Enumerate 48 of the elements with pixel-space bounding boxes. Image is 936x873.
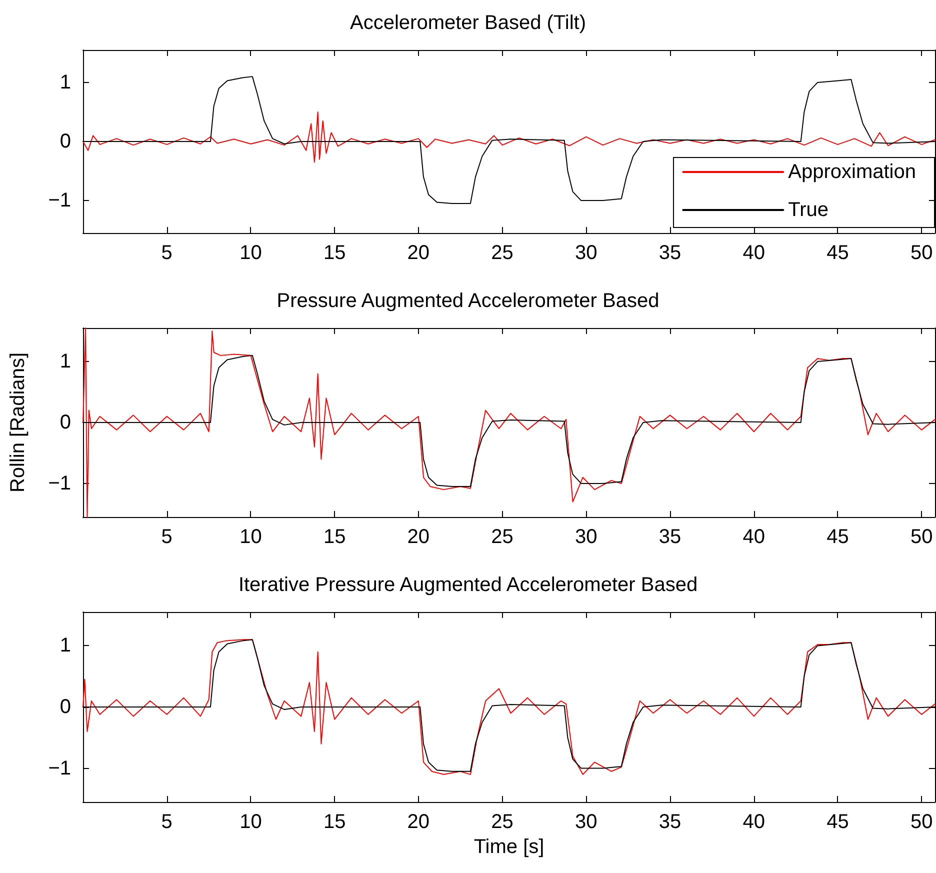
x-tick-label: 45	[826, 242, 849, 264]
x-tick-label: 5	[161, 526, 172, 548]
x-tick-label: 45	[826, 811, 849, 833]
y-tick-label: 0	[60, 130, 71, 152]
x-tick-label: 15	[323, 811, 346, 833]
x-tick-label: 50	[910, 811, 933, 833]
x-tick-label: 40	[742, 526, 765, 548]
legend-label: True	[788, 199, 829, 221]
x-tick-label: 35	[658, 526, 682, 548]
x-tick-label: 30	[575, 811, 598, 833]
y-axis-title: Rollin [Radians]	[7, 352, 29, 493]
x-tick-label: 5	[161, 811, 172, 833]
chart-title: Pressure Augmented Accelerometer Based	[276, 290, 660, 312]
y-tick-label: 1	[60, 71, 71, 94]
y-tick-label: 1	[60, 350, 71, 373]
x-tick-label: 20	[407, 242, 430, 264]
x-tick-label: 45	[826, 526, 849, 548]
x-tick-label: 35	[658, 811, 682, 833]
line-series	[82, 111, 936, 163]
x-tick-label: 10	[240, 811, 262, 833]
x-tick-label: 35	[658, 242, 682, 264]
x-tick-label: 50	[910, 526, 933, 548]
chart-title: Iterative Pressure Augmented Accelerometer Based	[238, 574, 698, 596]
x-tick-label: 5	[161, 242, 172, 264]
x-tick-label: 30	[575, 242, 598, 264]
line-series	[82, 328, 936, 518]
x-tick-label: 20	[407, 811, 430, 833]
x-tick-label: 40	[742, 811, 765, 833]
x-tick-label: 25	[491, 526, 514, 548]
x-tick-label: 40	[742, 242, 765, 264]
x-tick-label: 10	[240, 242, 262, 264]
x-axis-title: Time [s]	[474, 836, 544, 858]
y-tick-label: −1	[48, 190, 71, 212]
x-tick-label: 25	[491, 242, 514, 264]
y-tick-label: 0	[60, 412, 71, 434]
x-tick-label: 20	[407, 526, 430, 548]
x-tick-label: 15	[323, 242, 346, 264]
x-tick-label: 10	[240, 526, 262, 548]
x-tick-label: 30	[575, 526, 598, 548]
x-tick-label: 15	[323, 526, 346, 548]
y-tick-label: 1	[60, 634, 71, 657]
y-tick-label: 0	[60, 696, 71, 718]
y-tick-label: −1	[48, 472, 71, 494]
x-tick-label: 50	[910, 242, 933, 264]
chart-title: Accelerometer Based (Tilt)	[350, 12, 586, 34]
legend-label: Approximation	[788, 161, 916, 183]
y-tick-label: −1	[48, 757, 71, 780]
x-tick-label: 25	[491, 811, 514, 833]
